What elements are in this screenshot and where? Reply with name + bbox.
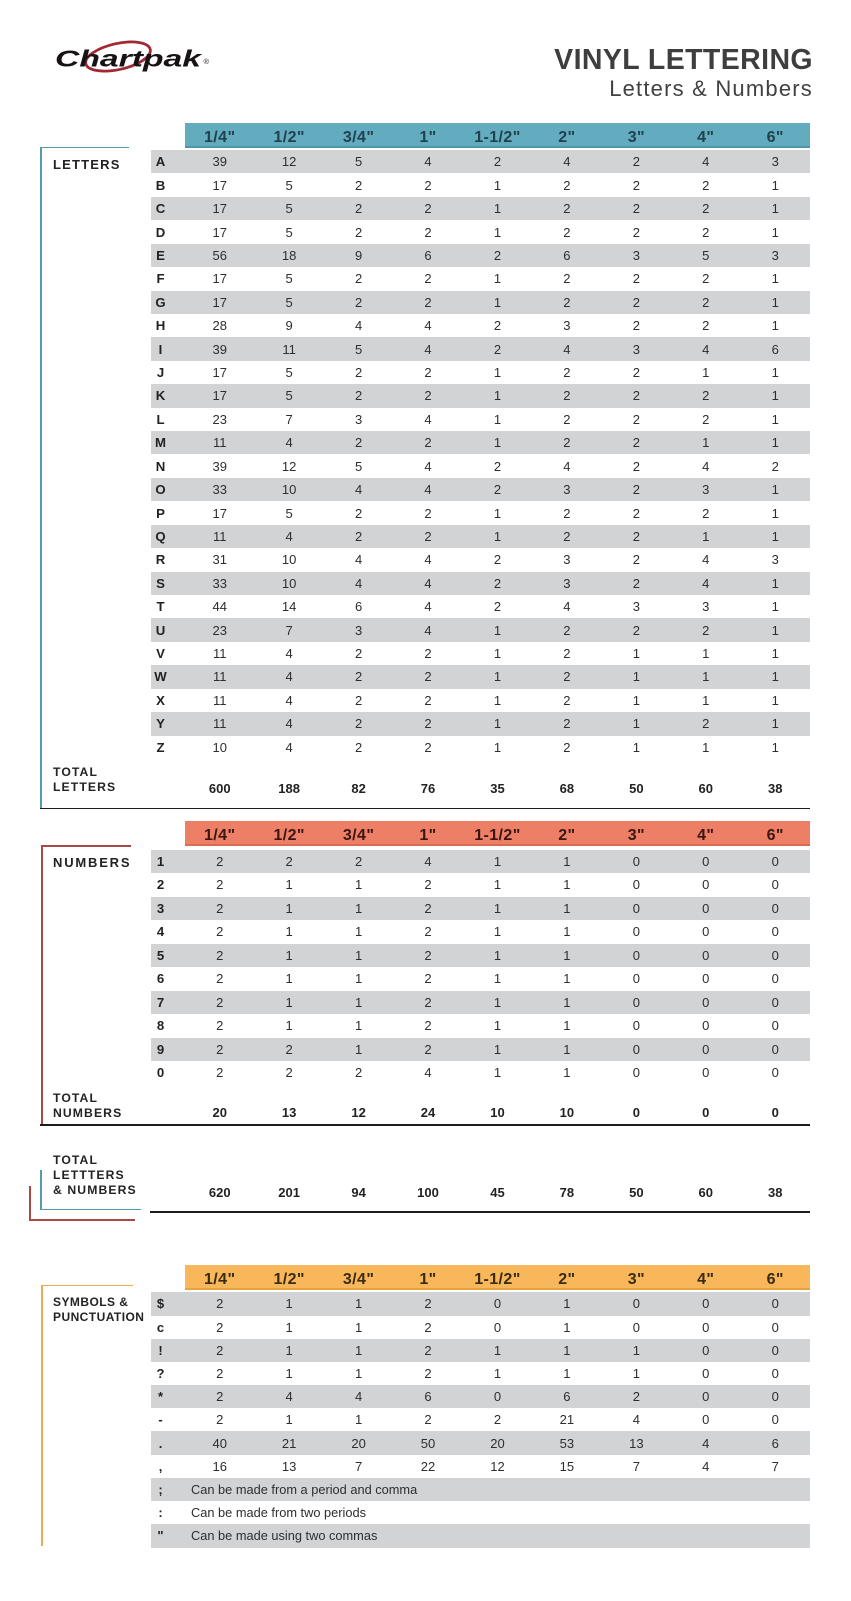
svg-text:®: ® (204, 57, 210, 66)
svg-text:Chartpak: Chartpak (55, 45, 204, 71)
